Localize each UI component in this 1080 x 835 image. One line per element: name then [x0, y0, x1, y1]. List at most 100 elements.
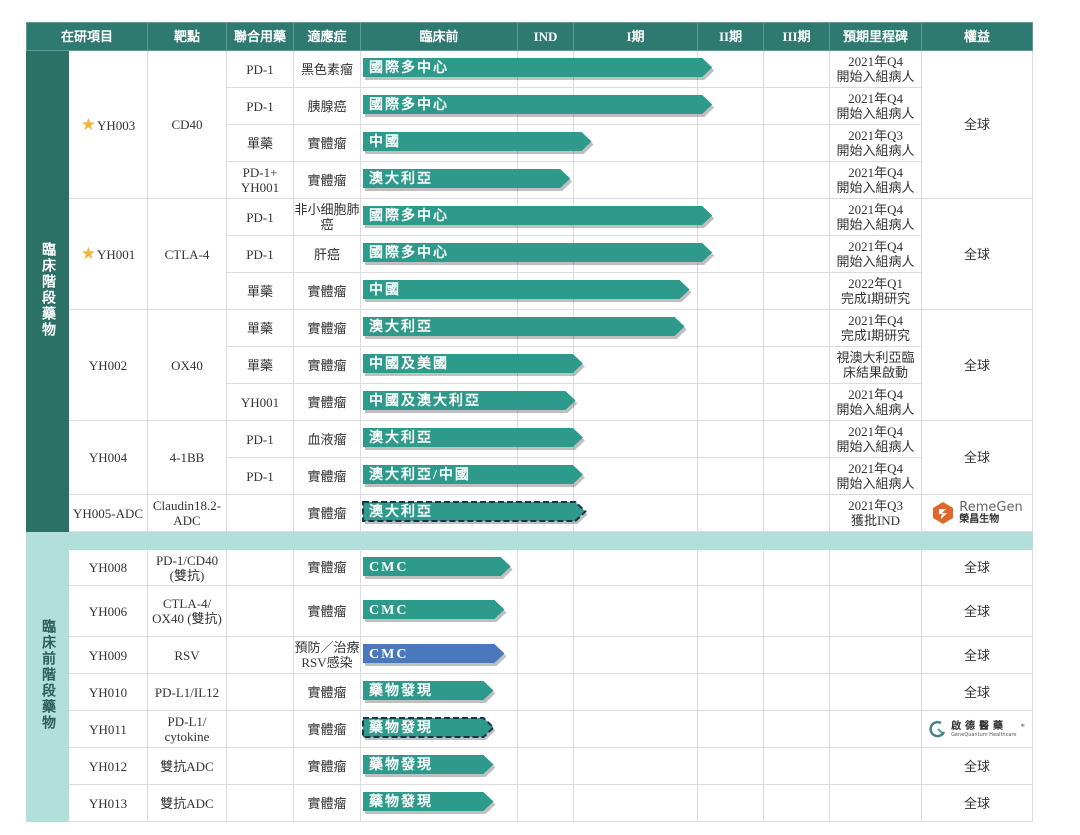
remegen-logo: RemeGen 榮昌生物: [922, 501, 1032, 525]
combo-cell: YH001: [226, 383, 295, 421]
section-label-clinical: 臨床階段藥物: [26, 50, 69, 532]
target-cell: CD40: [147, 50, 228, 199]
indication-cell: 非小细胞肺癌: [293, 198, 362, 236]
header-row: 在研項目 靶點 聯合用藥 適應症 臨床前 IND I期 II期 III期 預期里程碑 權益: [25, 22, 1034, 51]
project-cell: YH005-ADC: [67, 494, 149, 532]
target-cell: 雙抗ADC: [147, 784, 228, 822]
bar-arrow: [363, 317, 685, 336]
milestone-line: 2021年Q4: [848, 239, 903, 254]
table-row: PD-1 肝癌 國際多中心 2021年Q4 開始入組病人: [27, 235, 1033, 273]
milestone-line: 2021年Q4: [848, 54, 903, 69]
indication-cell: 實體瘤: [293, 549, 362, 586]
preclinical-cell: 中國: [360, 272, 692, 310]
project-cell: YH013: [67, 784, 149, 822]
genequantum-logo-text: 啟德醫藥 GeneQuantum Healthcare: [951, 721, 1016, 738]
stage-cell: [763, 420, 831, 458]
combo-cell: [226, 585, 295, 637]
indication-cell: 實體瘤: [293, 346, 362, 384]
milestone-cell: 2021年Q4 開始入組病人: [829, 383, 923, 421]
stage-cell: [763, 161, 831, 199]
combo-cell: PD-1: [226, 198, 295, 236]
column-header: 適應症: [293, 22, 362, 51]
preclinical-cell: CMC: [360, 636, 519, 674]
indication-cell: 黑色素瘤: [293, 50, 362, 88]
progress-bar: 國際多中心: [363, 58, 715, 80]
genequantum-en: GeneQuantum Healthcare: [951, 731, 1017, 738]
bar-arrow: [363, 391, 576, 410]
combo-cell: [226, 636, 295, 674]
milestone-line: 開始入組病人: [836, 69, 915, 84]
progress-bar: 中國: [363, 132, 594, 154]
progress-bar: 藥物發現: [363, 681, 496, 703]
stage-cell: [763, 784, 831, 822]
project-cell: YH009: [67, 636, 149, 674]
indication-cell: 實體瘤: [293, 710, 362, 748]
project-name: YH005-ADC: [72, 505, 144, 521]
milestone-cell: 2021年Q4 開始入組病人: [829, 50, 923, 88]
project-cell: YH004: [67, 420, 149, 495]
bar-arrow: [363, 354, 583, 373]
stage-cell: [697, 161, 765, 199]
stage-cell: [763, 124, 831, 162]
stage-cell: [697, 549, 765, 586]
combo-cell: PD-1: [226, 420, 295, 458]
rights-cell: 全球: [921, 747, 1034, 785]
bar-label: CMC: [369, 647, 408, 662]
project-name: YH002: [88, 357, 128, 373]
stage-cell: [763, 346, 831, 384]
milestone-cell: [829, 784, 923, 822]
milestone-cell: 2021年Q3 開始入組病人: [829, 124, 923, 162]
preclinical-cell: 澳大利亞: [360, 309, 687, 347]
milestone-line: 開始入組病人: [836, 476, 915, 491]
stage-cell: [697, 710, 765, 748]
rights-cell: 全球: [921, 673, 1034, 711]
target-cell: PD-L1/IL12: [147, 673, 228, 711]
stage-cell: [517, 784, 575, 822]
table-row: YH009 RSV 預防／治療 RSV感染 CMC 全球: [27, 636, 1034, 674]
progress-bar: 國際多中心: [363, 95, 715, 117]
indication-cell: 實體瘤: [293, 161, 362, 199]
stage-cell: [763, 549, 831, 586]
combo-cell: PD-1: [226, 457, 295, 495]
combo-cell: [226, 494, 295, 532]
rights-cell: 全球: [921, 50, 1034, 199]
preclinical-cell: 中國及澳大利亞: [360, 383, 578, 421]
milestone-cell: 2021年Q4 完成I期研究: [829, 309, 923, 347]
stage-cell: [763, 235, 831, 273]
stage-cell: [573, 710, 699, 748]
preclinical-cell: 中國及美國: [360, 346, 585, 384]
target-cell: OX40: [147, 309, 228, 421]
project-name: YH001: [96, 247, 136, 262]
stage-cell: [763, 636, 831, 674]
target-cell: CTLA-4/ OX40 (雙抗): [147, 585, 228, 637]
table-row: YH006 CTLA-4/ OX40 (雙抗) 實體瘤 CMC 全球: [27, 585, 1034, 637]
bar-label: 藥物發現: [368, 682, 433, 699]
rights-cell: RemeGen 榮昌生物: [921, 494, 1034, 532]
progress-bar: 藥物發現: [363, 755, 496, 777]
bar-label: 國際多中心: [369, 207, 449, 224]
asterisk-mark: *: [1020, 722, 1025, 732]
target-cell: Claudin18.2- ADC: [147, 494, 228, 532]
stage-cell: [517, 585, 575, 637]
column-header: 聯合用藥: [226, 22, 295, 51]
combo-cell: PD-1: [226, 87, 295, 125]
progress-bar: CMC: [363, 644, 507, 666]
indication-cell: 肝癌: [293, 235, 362, 273]
bar-arrow: [363, 465, 583, 484]
preclinical-cell: 藥物發現: [360, 747, 519, 785]
separator-band: [67, 531, 1034, 550]
genequantum-cn: 啟德醫藥: [951, 720, 1008, 732]
progress-bar: 中國及澳大利亞: [363, 391, 578, 413]
stage-cell: [763, 309, 831, 347]
stage-cell: [697, 383, 765, 421]
progress-bar: 中國及美國: [363, 354, 585, 376]
star-icon: ★: [80, 114, 96, 134]
column-header: 預期里程碑: [829, 22, 923, 51]
column-header: 在研項目: [25, 22, 149, 51]
milestone-line: 2021年Q4: [848, 165, 903, 180]
combo-cell: PD-1: [226, 50, 295, 88]
rights-cell: 全球: [921, 636, 1034, 674]
column-header: III期: [763, 22, 831, 51]
remegen-logo-icon: [933, 502, 954, 524]
bar-arrow: [363, 243, 713, 262]
